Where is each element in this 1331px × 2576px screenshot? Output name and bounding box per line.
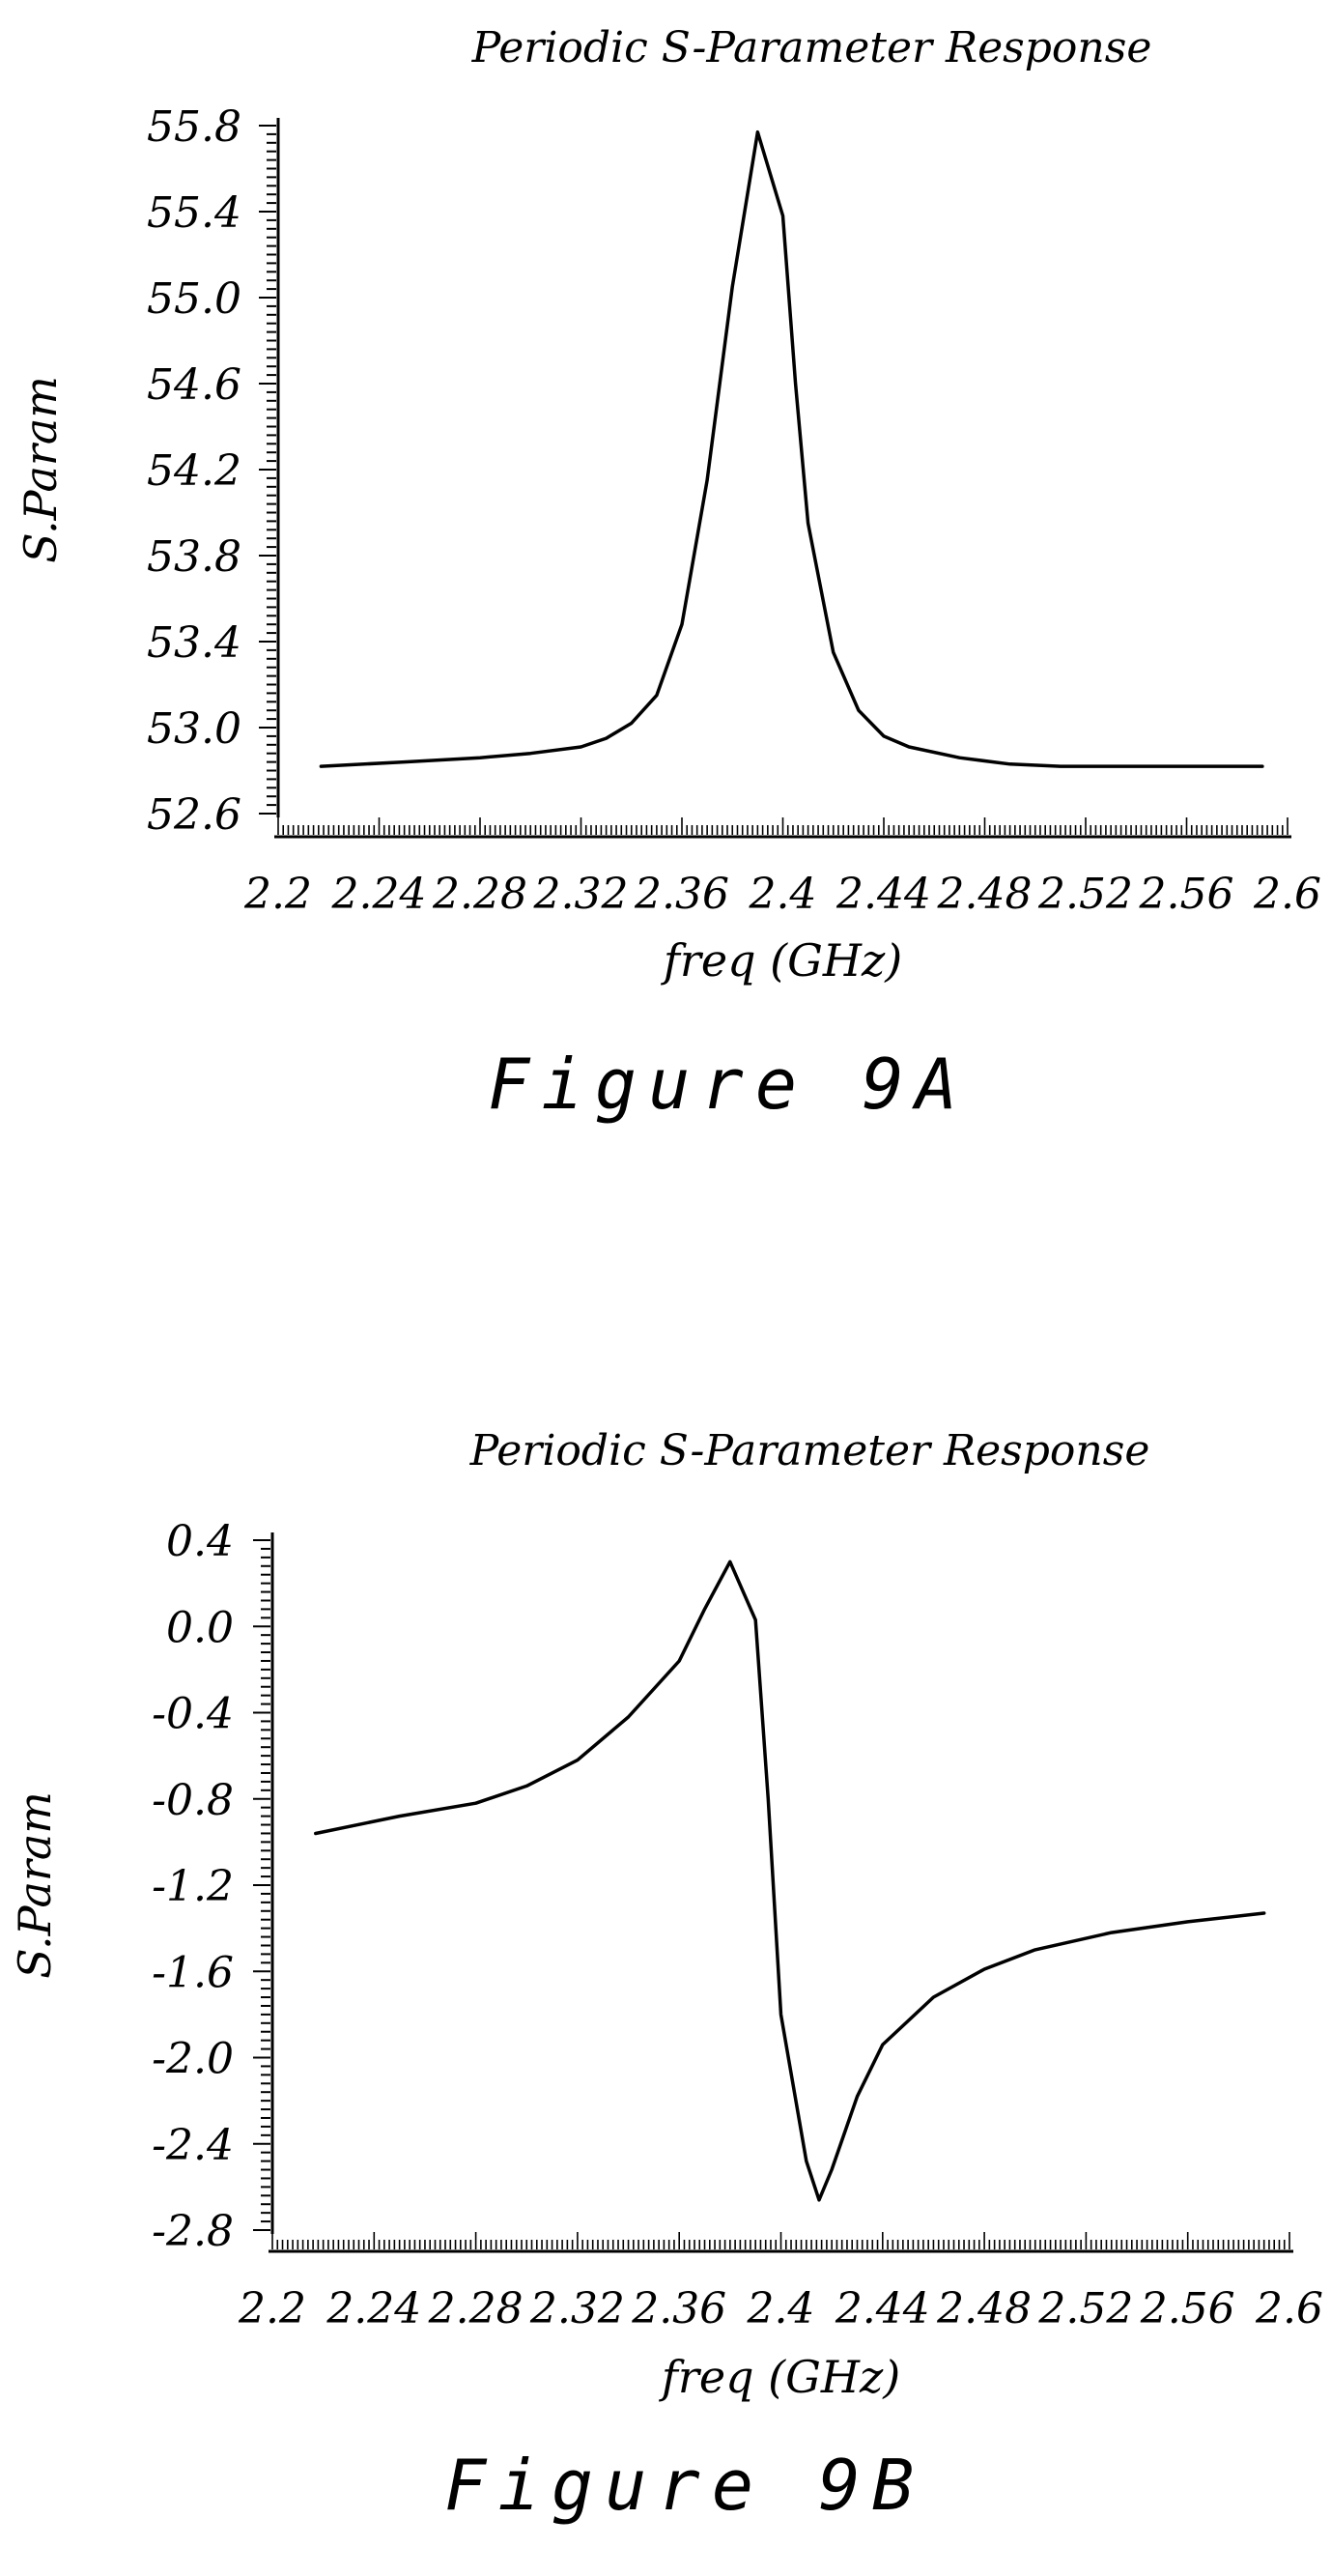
figure-caption: Figure 9B <box>444 2445 926 2526</box>
x-tick-label: 2.36 <box>634 870 729 919</box>
x-tick-label: 2.32 <box>533 870 629 919</box>
chart-9a: Periodic S-Parameter Response 55.8 55.4 55.… <box>14 23 1321 987</box>
x-tick-label: 2.48 <box>937 870 1033 919</box>
x-axis-minor-ticks <box>271 2232 1290 2249</box>
figure-9a: Periodic S-Parameter Response 55.8 55.4 55.… <box>0 0 1331 1208</box>
x-axis-title: freq (GHz) <box>661 934 902 987</box>
y-tick-label: 0.0 <box>166 1603 234 1652</box>
x-tick-label: 2.52 <box>1037 870 1133 919</box>
x-tick-label: 2.52 <box>1037 2284 1133 2333</box>
figure-9b: Periodic S-Parameter Response 0.4 0.0 -0.4 -… <box>0 1420 1331 2576</box>
x-tick-label: 2.48 <box>936 2284 1032 2333</box>
x-tick-label: 2.28 <box>428 2284 524 2333</box>
y-axis-title: S.Param <box>14 376 67 563</box>
chart-title: Periodic S-Parameter Response <box>469 1426 1150 1475</box>
figure-caption: Figure 9A <box>488 1044 970 1125</box>
y-axis-minor-ticks <box>253 1539 270 2231</box>
chart-9b: Periodic S-Parameter Response 0.4 0.0 -0.4 -… <box>9 1426 1323 2403</box>
y-tick-label: 55.4 <box>147 188 241 238</box>
x-axis-title: freq (GHz) <box>659 2351 900 2403</box>
y-tick-label: 53.8 <box>147 532 241 582</box>
y-tick-label: -2.8 <box>152 2207 234 2256</box>
x-tick-label: 2.4 <box>747 2284 815 2333</box>
chart-title: Periodic S-Parameter Response <box>471 23 1152 72</box>
x-tick-label: 2.36 <box>631 2284 726 2333</box>
y-tick-label: 53.4 <box>147 618 241 668</box>
y-tick-label: 0.4 <box>166 1517 234 1566</box>
x-tick-label: 2.32 <box>529 2284 625 2333</box>
y-tick-label: -2.4 <box>152 2121 234 2170</box>
x-tick-label: 2.4 <box>749 870 817 919</box>
x-tick-label: 2.44 <box>835 870 931 919</box>
y-tick-label: -1.2 <box>152 1862 234 1911</box>
x-tick-label: 2.44 <box>835 2284 930 2333</box>
y-tick-label: 54.6 <box>147 360 241 410</box>
x-tick-label: 2.56 <box>1140 2284 1235 2333</box>
series-line <box>319 129 1264 768</box>
x-tick-label: 2.2 <box>243 870 312 919</box>
y-tick-label: 52.6 <box>147 790 241 840</box>
y-tick-label: 54.2 <box>147 446 241 496</box>
y-tick-label: -1.6 <box>152 1948 234 1997</box>
x-tick-label: 2.6 <box>1255 2284 1323 2333</box>
x-tick-label: 2.6 <box>1253 870 1321 919</box>
y-tick-label: -0.4 <box>152 1690 234 1739</box>
y-tick-label: 55.0 <box>147 274 241 324</box>
y-axis-minor-ticks <box>259 125 276 815</box>
y-tick-label: -2.0 <box>152 2035 234 2084</box>
x-tick-label: 2.24 <box>326 2284 421 2333</box>
y-tick-label: 55.8 <box>147 102 241 152</box>
series-line <box>314 1560 1266 2202</box>
x-tick-label: 2.28 <box>432 870 527 919</box>
x-tick-label: 2.2 <box>238 2284 306 2333</box>
y-axis-title: S.Param <box>9 1791 61 1979</box>
x-axis-minor-ticks <box>277 817 1289 835</box>
x-tick-label: 2.24 <box>331 870 427 919</box>
y-tick-label: -0.8 <box>152 1776 234 1825</box>
y-tick-label: 53.0 <box>147 704 241 754</box>
x-tick-label: 2.56 <box>1139 870 1234 919</box>
